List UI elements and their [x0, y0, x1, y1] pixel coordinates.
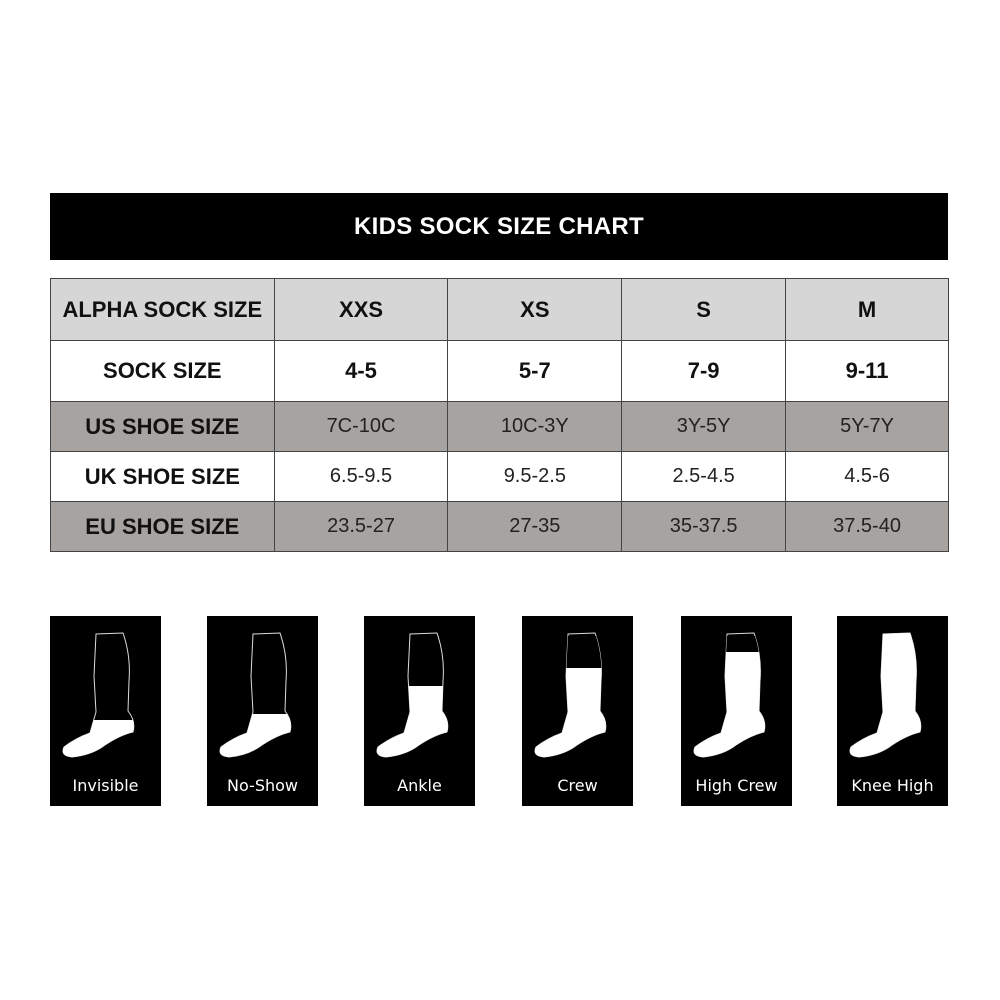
- row-label: UK SHOE SIZE: [50, 451, 275, 502]
- sock-style-panel: Invisible: [50, 616, 161, 806]
- table-cell: 35-37.5: [621, 501, 787, 552]
- no-show-sock-icon: [219, 632, 292, 758]
- crew-sock-icon: [534, 632, 607, 758]
- table-cell: 4-5: [273, 340, 449, 402]
- table-cell: 23.5-27: [273, 501, 449, 552]
- knee-high-sock-icon: [849, 632, 922, 758]
- table-cell: 5Y-7Y: [785, 401, 949, 452]
- sock-style-panel: High Crew: [681, 616, 792, 806]
- table-row: SOCK SIZE 4-5 5-7 7-9 9-11: [50, 340, 949, 402]
- table-row: UK SHOE SIZE 6.5-9.5 9.5-2.5 2.5-4.5 4.5-6: [50, 451, 949, 502]
- table-cell: XXS: [273, 278, 449, 341]
- row-label: SOCK SIZE: [50, 340, 275, 402]
- sock-style-label: Knee High: [851, 776, 934, 795]
- table-cell: 7-9: [621, 340, 787, 402]
- sock-style-label: High Crew: [695, 776, 778, 795]
- table-cell: 6.5-9.5: [273, 451, 449, 502]
- table-cell: 27-35: [447, 501, 623, 552]
- table-cell: 7C-10C: [273, 401, 449, 452]
- ankle-sock-icon: [376, 632, 449, 758]
- table-cell: M: [785, 278, 949, 341]
- row-label: ALPHA SOCK SIZE: [50, 278, 275, 341]
- row-label: US SHOE SIZE: [50, 401, 275, 452]
- table-row: US SHOE SIZE 7C-10C 10C-3Y 3Y-5Y 5Y-7Y: [50, 401, 949, 452]
- table-cell: 3Y-5Y: [621, 401, 787, 452]
- sock-style-label: No-Show: [227, 776, 298, 795]
- table-cell: 10C-3Y: [447, 401, 623, 452]
- sock-style-panel: No-Show: [207, 616, 318, 806]
- sock-style-label: Crew: [557, 776, 598, 795]
- table-cell: 5-7: [447, 340, 623, 402]
- sock-style-label: Invisible: [72, 776, 139, 795]
- table-cell: XS: [447, 278, 623, 341]
- sock-style-label: Ankle: [397, 776, 442, 795]
- invisible-sock-icon: [62, 632, 135, 758]
- high-crew-sock-icon: [693, 632, 766, 758]
- table-row: EU SHOE SIZE 23.5-27 27-35 35-37.5 37.5-40: [50, 501, 949, 552]
- table-row: ALPHA SOCK SIZE XXS XS S M: [50, 278, 949, 341]
- table-cell: 4.5-6: [785, 451, 949, 502]
- table-cell: 9.5-2.5: [447, 451, 623, 502]
- size-table: ALPHA SOCK SIZE XXS XS S M SOCK SIZE 4-5 5-7 7-9…: [50, 278, 949, 552]
- row-label: EU SHOE SIZE: [50, 501, 275, 552]
- sock-style-panel: Crew: [522, 616, 633, 806]
- table-cell: 37.5-40: [785, 501, 949, 552]
- sock-style-panel: Ankle: [364, 616, 475, 806]
- chart-title: KIDS SOCK SIZE CHART: [50, 193, 948, 260]
- table-cell: 9-11: [785, 340, 949, 402]
- sock-style-panel: Knee High: [837, 616, 948, 806]
- table-cell: S: [621, 278, 787, 341]
- table-cell: 2.5-4.5: [621, 451, 787, 502]
